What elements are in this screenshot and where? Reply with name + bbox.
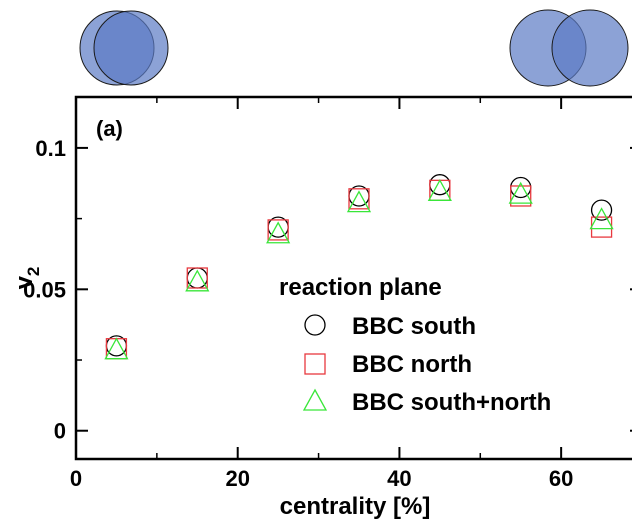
x-tick-label: 40 (387, 466, 411, 491)
data-point-square (267, 219, 289, 241)
data-point-triangle (104, 337, 129, 360)
legend-label-bbc-south: BBC south (352, 313, 476, 340)
data-point-square (429, 179, 451, 201)
legend-marker-circle (304, 314, 326, 336)
y-axis-title-main: v (11, 275, 38, 289)
central-collision-icon (79, 10, 169, 86)
data-point-triangle (427, 178, 452, 201)
x-tick-label: 60 (549, 466, 573, 491)
x-tick-label: 20 (225, 466, 249, 491)
data-point-triangle (508, 181, 533, 204)
plot-frame (74, 95, 632, 461)
axis-ticks (75, 97, 632, 459)
y-axis-title-sub: 2 (24, 267, 43, 276)
x-axis-title: centrality [%] (280, 493, 431, 520)
data-markers (104, 174, 614, 360)
data-point-circle (429, 174, 451, 196)
legend-item-bbc-south-north: BBC south+north (302, 388, 551, 416)
panel-label: (a) (96, 116, 123, 141)
data-point-triangle (346, 190, 372, 213)
axis-tick-labels: 0 20 40 60 0 0.05 0.1 (23, 136, 573, 491)
legend-marker-triangle (302, 388, 328, 411)
legend-item-bbc-north: BBC north (304, 351, 472, 378)
legend-label-bbc-south-north: BBC south+north (352, 389, 551, 416)
legend-label-bbc-north: BBC north (352, 351, 472, 378)
data-point-circle (590, 199, 613, 221)
y-tick-label: 0.05 (23, 277, 66, 302)
legend-marker-square (304, 353, 326, 375)
data-point-square (510, 185, 532, 207)
central-nucleus-right (93, 10, 169, 86)
peripheral-nucleus-right (551, 9, 629, 87)
legend-item-bbc-south: BBC south (304, 313, 476, 340)
data-point-triangle (266, 221, 291, 244)
y-tick-label: 0 (54, 419, 66, 444)
legend-title: reaction plane (279, 274, 442, 301)
y-tick-label: 0.1 (35, 136, 66, 161)
legend: reaction plane BBC south BBC north BBC s… (279, 274, 551, 416)
data-point-triangle (185, 269, 210, 292)
y-axis-title: v2 (11, 267, 43, 290)
peripheral-collision-icon (509, 9, 629, 87)
data-point-square (348, 188, 370, 210)
data-point-triangle (589, 207, 614, 230)
data-point-circle (510, 176, 532, 199)
data-point-square (186, 267, 208, 289)
svg-text:v2: v2 (11, 267, 43, 290)
x-tick-label: 0 (70, 466, 82, 491)
